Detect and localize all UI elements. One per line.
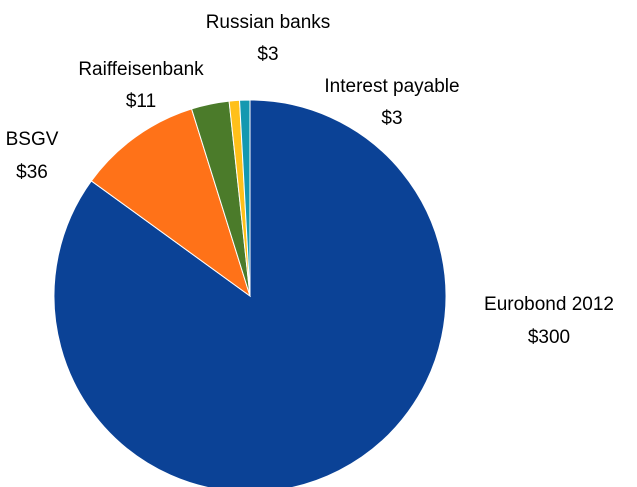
slice-value-russian-banks: $3: [257, 44, 278, 65]
slice-value-interest-payable: $3: [381, 108, 402, 129]
pie-labels: Russian banks $3 Raiffeisenbank $11 Inte…: [6, 12, 614, 348]
slice-label-interest-payable: Interest payable: [324, 76, 459, 97]
slice-label-eurobond-2012: Eurobond 2012: [484, 294, 614, 315]
slice-label-bsgv: BSGV: [6, 129, 59, 150]
pie-slice-interest-payable: [239, 99, 251, 297]
pie-slice-eurobond-2012: [53, 99, 447, 487]
slice-value-bsgv: $36: [16, 162, 48, 183]
slice-label-russian-banks: Russian banks: [206, 12, 331, 33]
pie-slice-bsgv: [90, 108, 251, 298]
slice-value-raiffeisenbank: $11: [126, 91, 156, 112]
pie-slices: [53, 99, 447, 487]
slice-value-eurobond-2012: $300: [528, 327, 570, 348]
slice-label-raiffeisenbank: Raiffeisenbank: [78, 59, 204, 80]
